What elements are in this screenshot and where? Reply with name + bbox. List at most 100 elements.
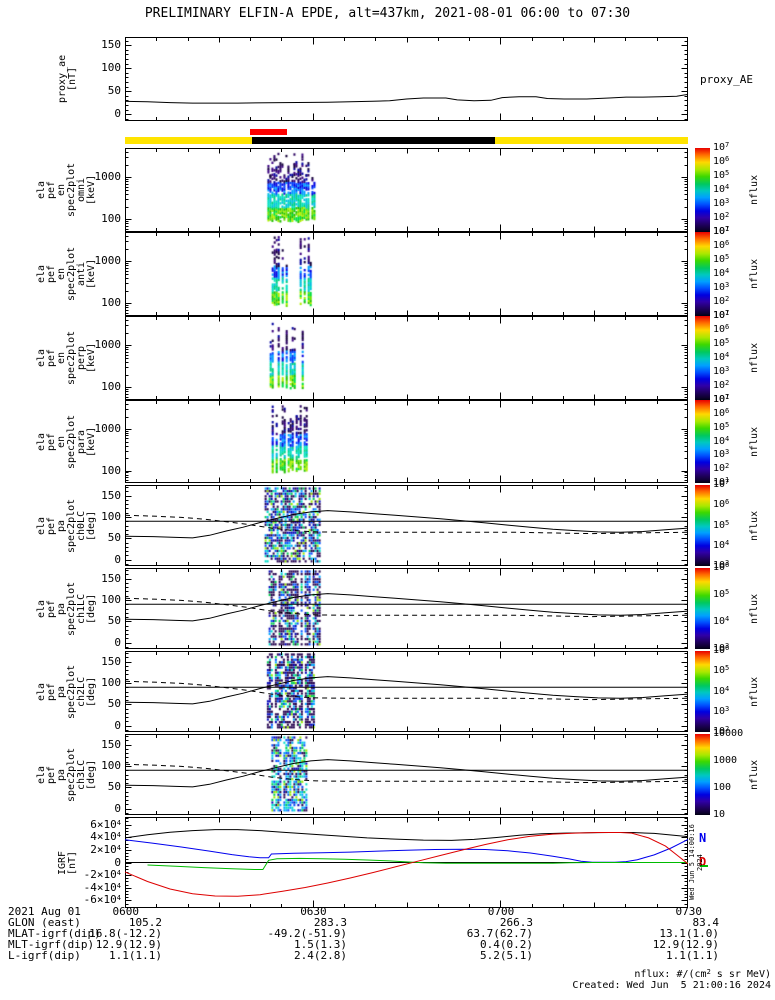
bottom-row-label: 2021 Aug 01 (8, 905, 81, 918)
ytick-label-ch2: 0 (114, 718, 121, 732)
ytick-label-igrf: -2×104 (83, 868, 121, 882)
axis-label-omni: ela pef en spec2plot omni [keV] (36, 148, 97, 232)
ytick-label-perp: 1000 (94, 338, 122, 352)
bottom-row-value: 1.5(1.3) (294, 938, 347, 951)
right-label-proxy: proxy_AE (700, 73, 753, 86)
epoch-bar-black-segment (252, 137, 495, 144)
colorbar-label: 102 (713, 725, 730, 737)
ytick-label-igrf: 4×104 (90, 830, 121, 844)
panel-frame-ch0 (125, 485, 688, 566)
axis-label-word: [nT] (67, 850, 78, 875)
ytick-label-igrf: -6×104 (83, 893, 121, 907)
colorbar-label: 101 (713, 309, 730, 321)
axis-label-word: [keV] (86, 426, 97, 457)
axis-label-word: [deg] (86, 510, 97, 541)
colorbar-label: 103 (713, 559, 730, 571)
axis-label-word: [keV] (86, 174, 97, 206)
panel-frame-ch3 (125, 734, 688, 815)
colorbar-label: 105 (713, 337, 730, 349)
ytick-label-ch3: 100 (101, 758, 121, 772)
colorbar-title: nflux (749, 174, 760, 206)
bottom-row-value: 5.2(5.1) (480, 949, 533, 962)
footer-created: Created: Wed Jun 5 21:00:16 2024 (572, 980, 771, 991)
ytick-label-proxy: 100 (101, 61, 121, 75)
panel-frame-igrf (125, 817, 688, 908)
time-tick-label: 0730 (675, 905, 703, 918)
ytick-label-ch1: 0 (114, 635, 121, 649)
colorbar-label: 105 (713, 253, 730, 265)
panel-frame-proxy (125, 37, 688, 121)
spectrogram-ch0 (125, 485, 688, 566)
ytick-label-proxy: 150 (101, 38, 121, 52)
colorbar-label: 10000 (713, 728, 744, 739)
colorbar-title: nflux (749, 759, 760, 790)
axis-label-ch1: ela pef pa spec2plot ch1LC [deg] (36, 568, 97, 649)
footer-units: nflux: #/(cm2 s sr MeV) (634, 968, 771, 981)
spectrogram-ch2 (125, 651, 688, 732)
colorbar-label: 105 (713, 518, 730, 531)
panel-ch3 (125, 734, 688, 815)
colorbar-label: 1000 (713, 755, 738, 766)
bottom-row-value: 83.4 (692, 916, 720, 929)
ytick-label-igrf: -4×104 (83, 880, 121, 894)
colorbar-label: 101 (713, 393, 730, 405)
panel-omni (125, 148, 688, 232)
colorbar-label: 104 (713, 615, 730, 627)
colorbar-label: 105 (713, 420, 730, 433)
colorbar-label: 101 (713, 225, 730, 237)
bottom-row-value: -49.2(-51.9) (267, 927, 347, 940)
panel-igrf (125, 817, 688, 908)
ytick-label-omni: 1000 (94, 170, 122, 184)
colorbar-label: 104 (713, 267, 730, 279)
bottom-row-value: 266.3 (499, 916, 533, 929)
ytick-label-igrf: 6×104 (90, 817, 121, 831)
ytick-label-ch2: 50 (107, 697, 121, 711)
side-note: Wed Jun 5 14:00:16 2024 (688, 824, 704, 901)
panel-perp (125, 316, 688, 400)
bottom-row-label: MLT-igrf(dip) (8, 938, 95, 951)
time-tick-label: 0600 (112, 905, 140, 918)
panel-ch0 (125, 485, 688, 566)
colorbar-label: 107 (713, 478, 730, 490)
colorbar-label: 104 (713, 183, 730, 195)
ytick-label-anti: 100 (101, 296, 121, 310)
colorbar-label: 105 (713, 664, 730, 677)
ytick-label-proxy: 0 (114, 107, 121, 121)
colorbar-label: 100 (713, 782, 732, 793)
bottom-row-value: 1.1(1.1) (666, 949, 719, 962)
ytick-label-ch3: 50 (107, 780, 121, 794)
axis-label-igrf: IGRF [nT] (57, 817, 78, 908)
colorbar-ch0 (695, 485, 710, 566)
ytick-label-igrf: 0 (114, 855, 121, 869)
colorbar-label: 106 (713, 406, 730, 419)
ytick-label-ch1: 150 (101, 571, 121, 585)
colorbar-label: 10 (713, 809, 726, 820)
axis-label-word: [deg] (86, 676, 97, 707)
ytick-label-ch0: 50 (107, 531, 121, 545)
colorbar-label: 102 (713, 379, 730, 391)
panel-frame-para (125, 400, 688, 483)
bottom-row-label: L-igrf(dip) (8, 949, 81, 962)
colorbar-label: 104 (713, 434, 730, 447)
ytick-label-anti: 1000 (94, 254, 122, 268)
colorbar-ch2 (695, 651, 710, 732)
ytick-label-ch1: 100 (101, 592, 121, 606)
axis-label-word: [keV] (86, 342, 97, 374)
colorbar-label: 106 (713, 644, 730, 656)
colorbar-label: 107 (713, 225, 730, 237)
bottom-row-value: 1.1(1.1) (109, 949, 162, 962)
time-tick-label: 0700 (487, 905, 515, 918)
colorbar-label: 103 (713, 448, 730, 461)
colorbar-label: 105 (713, 169, 730, 181)
bottom-row-value: 283.3 (313, 916, 347, 929)
ytick-label-ch2: 150 (101, 654, 121, 668)
ytick-label-ch0: 150 (101, 488, 121, 502)
axis-label-para: ela pef en spec2plot para [keV] (36, 400, 97, 483)
colorbar-para (695, 400, 710, 483)
colorbar-ch1 (695, 568, 710, 649)
axis-label-word: [deg] (86, 593, 97, 624)
legend-underline (700, 865, 708, 867)
bottom-row-label: GLON (east) (8, 916, 81, 929)
colorbar-label: 103 (713, 281, 730, 293)
